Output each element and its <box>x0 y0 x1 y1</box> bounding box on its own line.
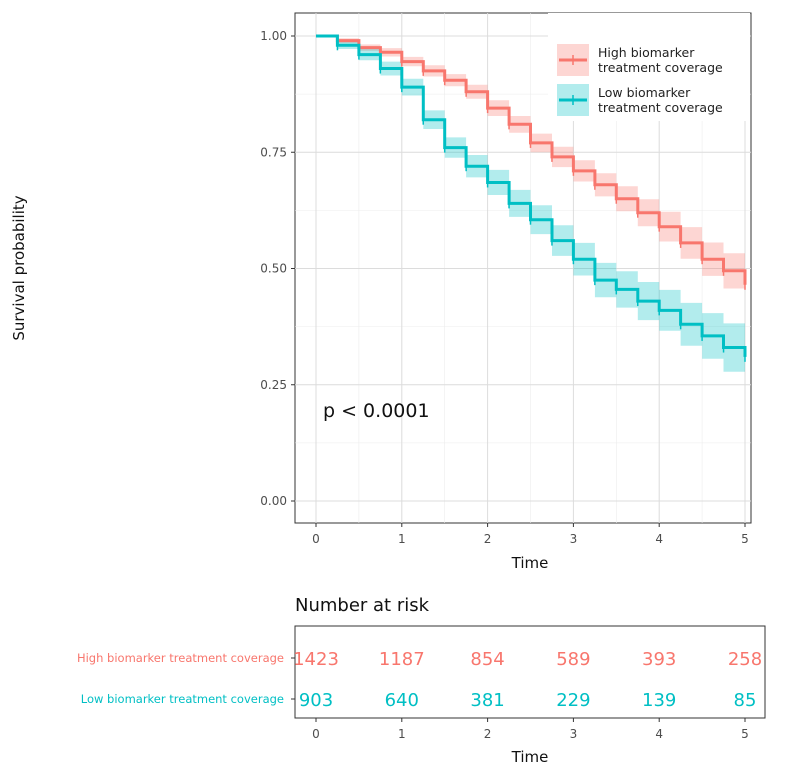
risk-x-tick-label: 0 <box>312 727 320 741</box>
risk-table-x-axis-title: Time <box>511 748 549 766</box>
risk-x-tick-label: 5 <box>741 727 749 741</box>
risk-count: 589 <box>556 649 590 670</box>
survival-plot: 0.00 0.25 0.50 0.75 1.00 0 1 2 3 4 5 Survival pro… <box>10 12 752 572</box>
legend-label: treatment coverage <box>598 60 723 75</box>
y-axis-ticks: 0.00 0.25 0.50 0.75 1.00 <box>260 29 295 508</box>
risk-count: 139 <box>642 690 676 711</box>
risk-table-title: Number at risk <box>295 595 430 616</box>
legend-label: Low biomarker <box>598 85 691 100</box>
risk-x-tick-label: 1 <box>398 727 406 741</box>
risk-count: 258 <box>728 649 762 670</box>
x-tick-label: 3 <box>570 532 578 546</box>
risk-count: 1423 <box>293 649 339 670</box>
x-tick-label: 0 <box>312 532 320 546</box>
x-axis-ticks: 0 1 2 3 4 5 <box>312 523 749 546</box>
risk-count: 903 <box>299 690 333 711</box>
x-tick-label: 1 <box>398 532 406 546</box>
risk-count: 640 <box>385 690 419 711</box>
y-tick-label: 0.50 <box>260 262 287 276</box>
risk-x-tick-label: 2 <box>484 727 492 741</box>
y-tick-label: 0.75 <box>260 145 287 159</box>
y-tick-label: 1.00 <box>260 29 287 43</box>
risk-count: 229 <box>556 690 590 711</box>
risk-table-x-ticks: 0 1 2 3 4 5 <box>312 718 749 741</box>
risk-count: 1187 <box>379 649 425 670</box>
x-tick-label: 5 <box>741 532 749 546</box>
legend-label: treatment coverage <box>598 100 723 115</box>
risk-table-panel <box>294 625 766 719</box>
y-axis-title: Survival probability <box>10 195 28 340</box>
risk-table-rows: High biomarker treatment coverage 1423 118… <box>77 649 762 711</box>
p-value-annotation: p < 0.0001 <box>323 400 430 422</box>
legend-box <box>548 13 750 121</box>
risk-x-tick-label: 3 <box>570 727 578 741</box>
risk-count: 381 <box>470 690 504 711</box>
y-tick-label: 0.00 <box>260 494 287 508</box>
risk-table: Number at risk High biomarker treatment … <box>77 595 766 766</box>
y-tick-label: 0.25 <box>260 378 287 392</box>
x-axis-title: Time <box>511 554 549 572</box>
x-tick-label: 4 <box>655 532 663 546</box>
risk-count: 854 <box>470 649 504 670</box>
risk-count: 393 <box>642 649 676 670</box>
survival-curves <box>316 34 747 362</box>
risk-x-tick-label: 4 <box>655 727 663 741</box>
risk-row-label: High biomarker treatment coverage <box>77 651 284 665</box>
legend-label: High biomarker <box>598 45 695 60</box>
risk-row-label: Low biomarker treatment coverage <box>81 692 284 706</box>
risk-count: 85 <box>734 690 757 711</box>
x-tick-label: 2 <box>484 532 492 546</box>
